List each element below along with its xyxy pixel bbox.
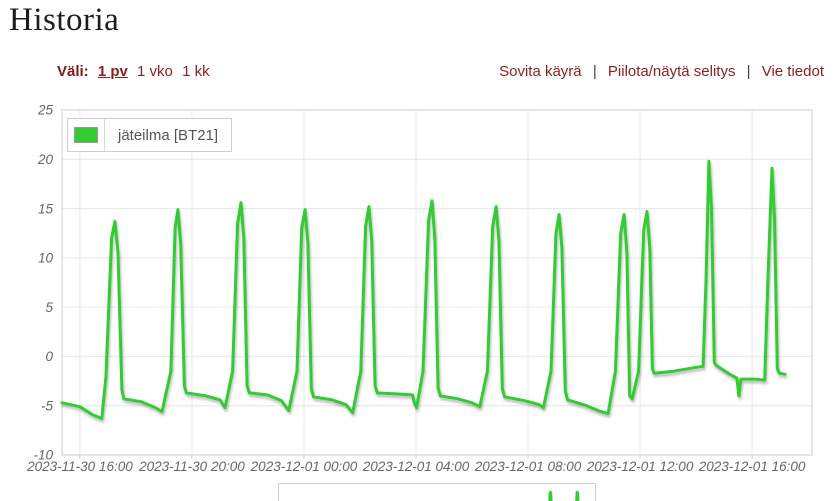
svg-text:2023-12-01 08:00: 2023-12-01 08:00 bbox=[474, 459, 582, 474]
interval-1vko-link[interactable]: 1 vko bbox=[137, 63, 173, 80]
chart-gridlines bbox=[61, 109, 813, 459]
svg-text:2023-12-01 00:00: 2023-12-01 00:00 bbox=[250, 459, 358, 474]
series-color-swatch bbox=[74, 127, 98, 143]
svg-text:2023-12-01 12:00: 2023-12-01 12:00 bbox=[586, 459, 694, 474]
svg-text:25: 25 bbox=[37, 103, 54, 118]
svg-text:-10: -10 bbox=[33, 448, 53, 463]
interval-1kk-link[interactable]: 1 kk bbox=[182, 63, 210, 80]
chart-actions: Sovita käyrä | Piilota/näytä selitys | V… bbox=[499, 62, 824, 82]
chart-legend[interactable]: jäteilma [BT21] bbox=[67, 118, 233, 152]
chart-controls: Väli: 1 pv 1 vko 1 kk Sovita käyrä | Pii… bbox=[0, 62, 836, 82]
secondary-chart-spikes bbox=[548, 490, 580, 501]
separator: | bbox=[746, 63, 751, 80]
legend-series-label: jäteilma [BT21] bbox=[118, 126, 219, 144]
svg-text:20: 20 bbox=[37, 152, 54, 167]
svg-text:2023-12-01 16:00: 2023-12-01 16:00 bbox=[698, 459, 806, 474]
toggle-legend-link[interactable]: Piilota/näytä selitys bbox=[607, 63, 736, 80]
series-line bbox=[60, 159, 787, 420]
svg-text:2023-11-30 16:00: 2023-11-30 16:00 bbox=[26, 459, 133, 474]
interval-selector: Väli: 1 pv 1 vko 1 kk bbox=[57, 62, 215, 82]
svg-text:5: 5 bbox=[45, 300, 53, 315]
separator: | bbox=[592, 63, 597, 80]
legend-swatch-cell bbox=[68, 119, 105, 151]
svg-text:2023-12-01 04:00: 2023-12-01 04:00 bbox=[362, 459, 470, 474]
svg-text:-5: -5 bbox=[41, 398, 53, 413]
interval-1pv-link[interactable]: 1 pv bbox=[97, 63, 128, 80]
svg-text:10: 10 bbox=[38, 251, 54, 266]
export-data-link[interactable]: Vie tiedot bbox=[761, 63, 824, 80]
secondary-chart-preview bbox=[278, 483, 596, 501]
fit-curve-link[interactable]: Sovita käyrä bbox=[499, 63, 582, 80]
svg-text:2023-11-30 20:00: 2023-11-30 20:00 bbox=[138, 459, 245, 474]
svg-text:15: 15 bbox=[38, 201, 54, 216]
interval-label: Väli: bbox=[57, 63, 89, 80]
svg-text:0: 0 bbox=[45, 349, 53, 364]
page-title: Historia bbox=[9, 2, 120, 38]
